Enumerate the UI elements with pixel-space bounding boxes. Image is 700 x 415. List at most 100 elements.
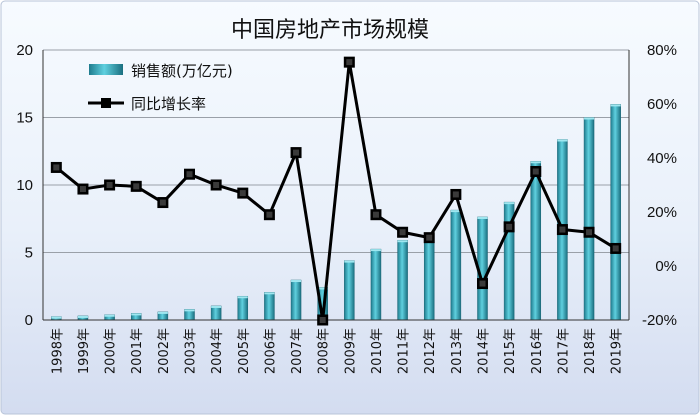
x-tick-label: 2002年 — [157, 328, 172, 374]
growth-marker-inner — [293, 149, 300, 156]
x-tick-label: 2013年 — [450, 328, 465, 374]
x-tick-label: 2011年 — [397, 328, 412, 374]
growth-line — [55, 60, 617, 322]
bar — [210, 305, 222, 321]
x-tick-label: 2014年 — [477, 328, 492, 374]
x-tick-label: 2001年 — [130, 328, 145, 374]
y-right-tick-label: 80% — [647, 42, 677, 59]
bar — [344, 260, 355, 321]
bar — [610, 104, 621, 321]
bar — [450, 209, 462, 321]
x-tick-label: 2018年 — [583, 328, 598, 374]
growth-marker-inner — [399, 229, 406, 236]
bar — [423, 232, 435, 321]
growth-marker-inner — [586, 229, 593, 236]
growth-marker-inner — [186, 171, 193, 178]
growth-marker-inner — [239, 190, 246, 197]
legend-line-label: 同比增长率 — [131, 95, 206, 113]
bar-top-highlight — [211, 305, 222, 308]
growth-marker-inner — [79, 186, 86, 193]
bar-top-highlight — [584, 117, 595, 120]
x-tick-label: 2019年 — [610, 328, 625, 374]
legend-bar-swatch — [89, 64, 123, 75]
y-right-tick-label: 20% — [647, 204, 677, 221]
growth-marker-inner — [372, 211, 379, 218]
bar-top-highlight — [370, 249, 381, 252]
bar-top-highlight — [557, 139, 568, 142]
bar-top-highlight — [344, 260, 355, 263]
growth-marker-inner — [53, 164, 60, 171]
bar-top-highlight — [237, 296, 248, 299]
y-right-tick-label: 60% — [647, 96, 677, 113]
x-tick-label: 2007年 — [290, 328, 305, 374]
bar-top-highlight — [77, 315, 88, 318]
bar-top-highlight — [504, 202, 515, 205]
growth-marker-inner — [346, 59, 353, 66]
growth-marker-inner — [426, 234, 433, 241]
bar — [530, 160, 542, 321]
x-tick-label: 2016年 — [530, 328, 545, 374]
x-tick-label: 2012年 — [423, 328, 438, 374]
bar-top-highlight — [291, 280, 302, 283]
growth-marker-inner — [532, 168, 539, 175]
bar-top-highlight — [264, 292, 275, 295]
x-tick-label: 1999年 — [77, 328, 92, 374]
axes — [42, 50, 630, 321]
bar — [290, 279, 302, 321]
bar-top-highlight — [397, 240, 408, 243]
growth-marker-inner — [319, 317, 326, 323]
growth-marker-inner — [506, 223, 513, 230]
bar — [397, 239, 408, 321]
x-tick-label: 2008年 — [317, 328, 332, 374]
x-tick-label: 2009年 — [343, 328, 358, 374]
bar-top-highlight — [104, 314, 115, 317]
legend: 销售额(万亿元) 同比增长率 — [88, 62, 233, 113]
growth-marker-inner — [213, 182, 220, 188]
x-tick-label: 2017年 — [556, 328, 571, 374]
tick-labels: 0 5 10 15 20 -20% 0% 20% 40% 60% 80% 1998年 1999年 2000… — [16, 42, 677, 374]
legend-bar-label: 销售额(万亿元) — [131, 62, 233, 80]
bar-top-highlight — [131, 313, 142, 316]
growth-marker-inner — [479, 280, 486, 287]
growth-marker-inner — [159, 199, 166, 206]
y-left-tick-label: 0 — [25, 312, 33, 329]
bar — [264, 292, 275, 321]
legend-line-marker — [101, 98, 111, 108]
bar — [583, 117, 595, 321]
y-right-tick-label: 40% — [647, 150, 677, 167]
x-tick-label: 2005年 — [237, 328, 252, 374]
line-series — [50, 56, 622, 326]
y-left-tick-label: 10 — [16, 177, 33, 194]
growth-marker-inner — [452, 191, 459, 198]
growth-marker-inner — [106, 182, 113, 188]
bar-top-highlight — [184, 309, 195, 312]
y-right-tick-label: -20% — [642, 312, 677, 329]
y-left-tick-label: 20 — [16, 42, 33, 59]
x-tick-label: 2010年 — [370, 328, 385, 374]
bar-top-highlight — [450, 210, 461, 213]
bar — [370, 248, 382, 321]
bar-top-highlight — [477, 216, 488, 219]
x-tick-label: 1998年 — [50, 328, 65, 374]
x-tick-label: 2004年 — [210, 328, 225, 374]
growth-marker-inner — [612, 245, 619, 252]
bar-top-highlight — [51, 316, 62, 319]
y-left-tick-label: 5 — [25, 245, 33, 262]
x-tick-label: 2003年 — [184, 328, 199, 374]
x-tick-label: 2000年 — [104, 328, 119, 374]
x-tick-label: 2006年 — [263, 328, 278, 374]
growth-marker-inner — [133, 183, 140, 190]
bar-top-highlight — [610, 104, 621, 107]
bar-top-highlight — [317, 287, 328, 290]
growth-marker-inner — [266, 211, 273, 218]
bar-top-highlight — [530, 161, 541, 164]
bar-top-highlight — [157, 311, 168, 314]
chart-title: 中国房地产市场规模 — [231, 18, 429, 43]
x-tick-label: 2015年 — [503, 328, 518, 374]
growth-marker-inner — [559, 226, 566, 233]
bar — [237, 295, 249, 321]
y-right-tick-label: 0% — [655, 258, 677, 275]
